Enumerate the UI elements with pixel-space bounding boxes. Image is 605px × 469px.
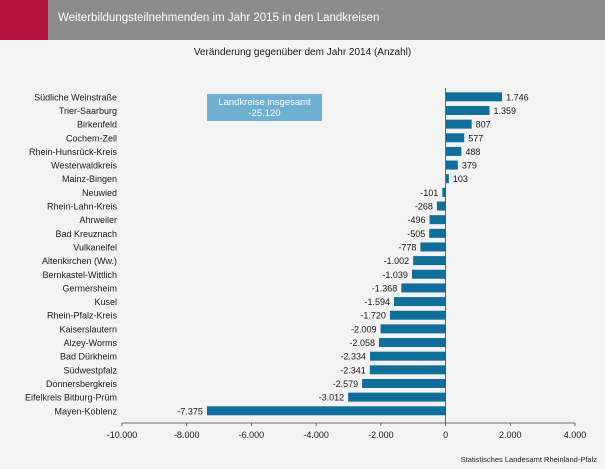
bar [389, 310, 446, 320]
bar [393, 297, 446, 307]
value-label: -2.334 [341, 352, 367, 362]
category-label: Trier-Saarburg [59, 106, 117, 116]
category-label: Kaiserslautern [59, 324, 117, 334]
category-label: Bad Kreuznach [55, 229, 117, 239]
x-tick-label: -2.000 [368, 430, 394, 440]
value-label: 379 [462, 161, 477, 171]
bar [362, 378, 446, 388]
value-label: 488 [465, 147, 480, 157]
x-tick-label: -8.000 [174, 430, 200, 440]
category-label: Ahrweiler [79, 215, 117, 225]
bar [436, 201, 446, 211]
bar [445, 174, 449, 184]
category-label: Neuwied [82, 188, 117, 198]
bar [380, 324, 446, 334]
source-note: Statistisches Landesamt Rheinland-Pfalz [460, 455, 597, 464]
value-label: -1.002 [384, 256, 410, 266]
value-label: 577 [468, 133, 483, 143]
value-label: -1.039 [382, 270, 408, 280]
value-label: 807 [476, 120, 491, 130]
bar [348, 392, 446, 402]
value-label: 103 [453, 174, 468, 184]
value-label: -496 [408, 215, 426, 225]
value-label: -2.058 [349, 338, 375, 348]
category-label: Südwestpfalz [63, 365, 117, 375]
bar [445, 105, 490, 115]
bar [401, 283, 446, 293]
category-label: Bernkastel-Wittlich [42, 270, 117, 280]
category-label: Birkenfeld [77, 120, 117, 130]
x-tick-label: 0 [443, 430, 448, 440]
value-label: 1.359 [494, 106, 517, 116]
value-label: -1.720 [360, 311, 386, 321]
category-label: Rhein-Hunsrück-Kreis [29, 147, 118, 157]
category-label: Kusel [94, 297, 117, 307]
category-label: Vulkaneifel [73, 242, 117, 252]
category-label: Mayen-Koblenz [54, 406, 117, 416]
bar [206, 406, 446, 416]
header-bar: Weiterbildungsteilnehmenden im Jahr 2015… [0, 0, 605, 40]
value-label: -505 [407, 229, 425, 239]
category-label: Westerwaldkreis [51, 161, 117, 171]
category-label: Altenkirchen (Ww.) [42, 256, 117, 266]
bar [445, 119, 472, 129]
total-note-value: -25.120 [248, 108, 281, 119]
category-label: Bad Dürkheim [60, 352, 117, 362]
bar [378, 338, 446, 348]
category-label: Rhein-Pfalz-Kreis [47, 311, 118, 321]
bar [442, 187, 446, 197]
value-label: -1.594 [364, 297, 390, 307]
value-label: -268 [415, 202, 433, 212]
value-label: -101 [420, 188, 438, 198]
bar [370, 351, 446, 361]
value-label: -778 [398, 242, 416, 252]
category-label: Donnersbergkreis [46, 379, 118, 389]
x-tick-label: -6.000 [239, 430, 265, 440]
category-label: Südliche Weinstraße [34, 92, 117, 102]
header-accent [0, 0, 48, 40]
category-label: Rhein-Lahn-Kreis [47, 202, 118, 212]
value-label: -7.375 [177, 406, 203, 416]
bar [411, 269, 446, 279]
bar [445, 146, 462, 156]
x-tick-label: 4.000 [564, 430, 587, 440]
category-label: Germersheim [62, 283, 117, 293]
value-label: -2.579 [333, 379, 359, 389]
category-label: Eifelkreis Bitburg-Prüm [25, 393, 117, 403]
value-label: -2.341 [340, 365, 366, 375]
value-label: -2.009 [351, 324, 377, 334]
bar [429, 215, 446, 225]
value-label: -1.368 [372, 283, 398, 293]
category-label: Mainz-Bingen [62, 174, 117, 184]
value-label: -3.012 [319, 393, 345, 403]
total-note: Landkreise insgesamt -25.120 [207, 94, 322, 121]
x-tick-label: -10.000 [107, 430, 138, 440]
bar [369, 365, 446, 375]
bar [413, 256, 446, 266]
category-label: Alzey-Worms [64, 338, 118, 348]
bar [445, 133, 465, 143]
x-tick-label: -4.000 [303, 430, 329, 440]
chart-subtitle: Veränderung gegenüber dem Jahr 2014 (Anz… [193, 47, 412, 58]
category-label: Cochem-Zell [66, 133, 117, 143]
value-label: 1.746 [506, 92, 529, 102]
bar [445, 92, 503, 102]
bar [420, 242, 446, 252]
x-tick-label: 2.000 [499, 430, 522, 440]
total-note-label: Landkreise insgesamt [218, 97, 311, 108]
bar [429, 228, 446, 238]
page-title: Weiterbildungsteilnehmenden im Jahr 2015… [58, 12, 380, 24]
bar [445, 160, 458, 170]
